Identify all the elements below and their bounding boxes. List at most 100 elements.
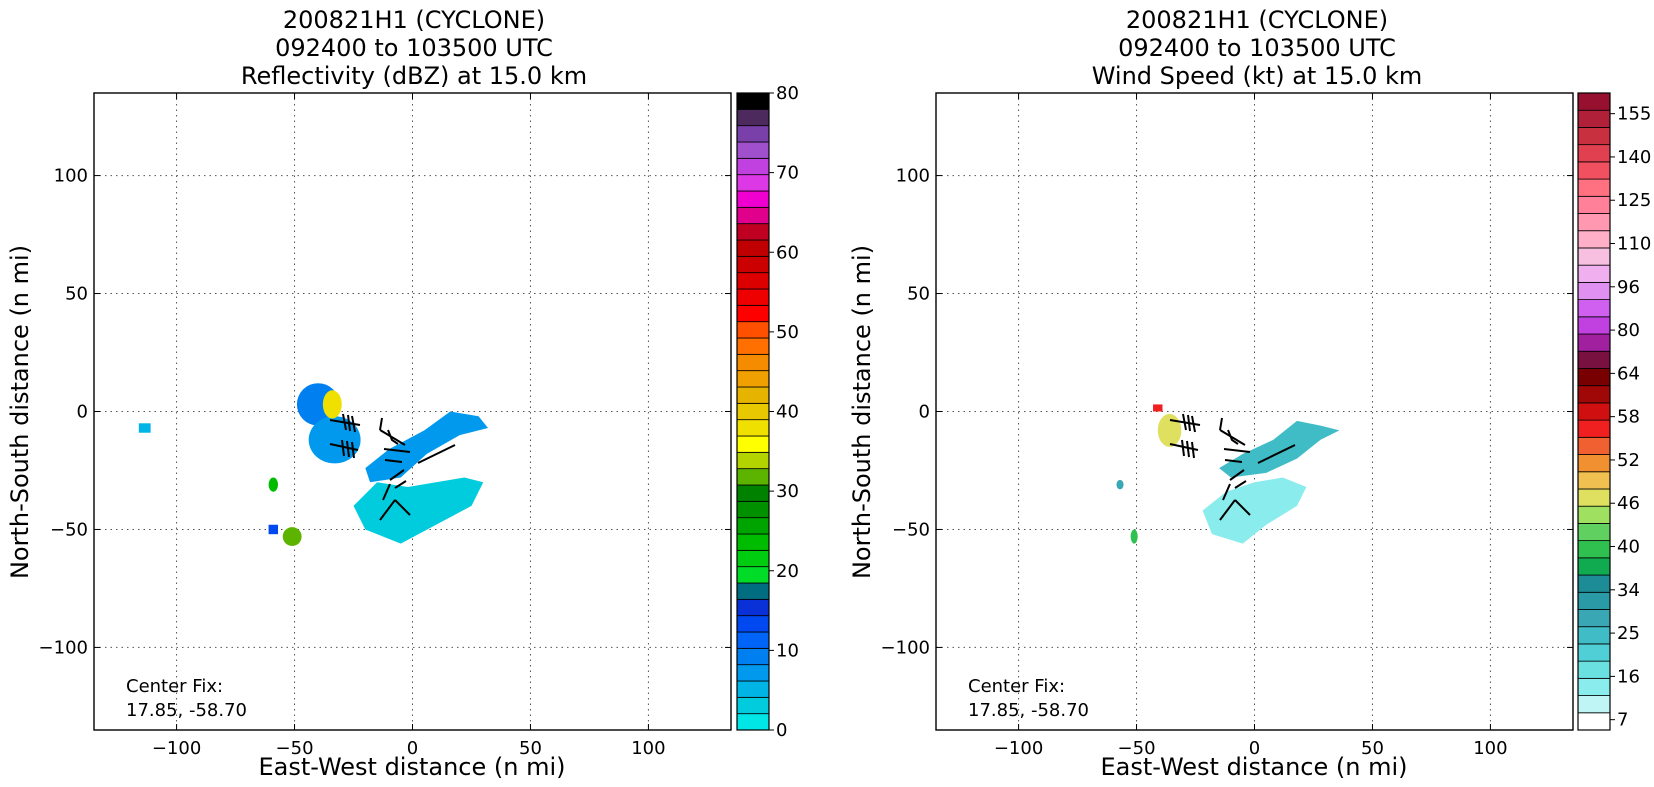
colorbar-tick-label: 64 — [1617, 363, 1640, 384]
colorbar-segment — [1577, 127, 1611, 146]
colorbar-tick-label: 70 — [776, 163, 799, 184]
grid — [94, 93, 731, 730]
x-tick-label: 100 — [631, 738, 665, 759]
colorbar-segment — [736, 435, 770, 453]
colorbar-tick-label: 155 — [1617, 104, 1651, 125]
colorbar-segment — [736, 206, 770, 225]
colorbar-tick-label: 0 — [776, 720, 787, 741]
wind-barb — [379, 499, 411, 521]
wind-speed-panel: 200821H1 (CYCLONE) 092400 to 103500 UTC … — [848, 6, 1651, 781]
colorbar-segment — [736, 598, 770, 617]
colorbar-tick-label: 46 — [1617, 493, 1640, 514]
colorbar-segment — [1577, 368, 1611, 387]
colorbar-tick-label: 7 — [1617, 710, 1628, 731]
wind-barb — [329, 439, 359, 459]
colorbar-segment — [1577, 333, 1611, 352]
colorbar-segment — [736, 566, 770, 584]
colorbar-frame — [1577, 92, 1611, 731]
y-axis-label: North-South distance (n mi) — [848, 245, 876, 579]
colorbar-segment — [736, 353, 770, 372]
x-tick-label: −100 — [152, 738, 201, 759]
colorbar-segment — [1577, 540, 1611, 559]
colorbar-segment — [736, 615, 770, 633]
colorbar-segment — [736, 402, 770, 421]
colorbar-segment — [1577, 281, 1611, 300]
data-region — [1130, 529, 1138, 544]
colorbar-segment — [736, 108, 770, 127]
x-axis-label: East-West distance (n mi) — [258, 753, 565, 781]
colorbar-tick-label: 80 — [1617, 320, 1640, 341]
colorbar-tick-label: 125 — [1617, 190, 1651, 211]
colorbar-segment — [736, 500, 770, 519]
plot-frame — [93, 92, 732, 731]
colorbar-segment — [1577, 419, 1611, 438]
data-regions — [138, 383, 488, 546]
colorbar-tick-label: 60 — [776, 242, 799, 263]
colorbar-segment — [1577, 161, 1611, 180]
colorbar-segment — [736, 484, 770, 502]
wind-barbs — [1169, 413, 1296, 521]
colorbar-segment — [736, 451, 770, 470]
chart-title-line-1: 200821H1 (CYCLONE) — [1126, 6, 1388, 34]
center-fix-value: 17.85, -58.70 — [968, 700, 1089, 721]
wind-barb — [1169, 439, 1199, 459]
colorbar-segment — [736, 337, 770, 355]
colorbar-segment — [1577, 505, 1611, 524]
colorbar-segment — [736, 239, 770, 257]
y-tick-label: 50 — [65, 284, 88, 305]
colorbar-segment — [736, 533, 770, 551]
colorbar-segment — [1577, 643, 1611, 662]
colorbar-segment — [1577, 230, 1611, 249]
wind-barbs — [329, 413, 456, 521]
colorbar-segment — [1577, 609, 1611, 628]
y-axis-ticks: −100 −50 0 50 100 — [39, 166, 731, 658]
colorbar-segment — [1577, 471, 1611, 490]
wind-barb — [382, 469, 407, 501]
colorbar-tick-label: 16 — [1617, 666, 1640, 687]
data-region — [282, 527, 302, 546]
colorbar-segment — [736, 517, 770, 535]
colorbar-segment — [1577, 695, 1611, 714]
colorbar-tick-label: 40 — [1617, 537, 1640, 558]
y-tick-label: −100 — [39, 637, 88, 658]
wind-barb — [1223, 448, 1251, 463]
colorbar-tick-label: 20 — [776, 561, 799, 582]
x-tick-label: 100 — [1473, 738, 1507, 759]
chart-title-line-1: 200821H1 (CYCLONE) — [283, 6, 545, 34]
x-axis-ticks: −100 −50 0 50 100 — [152, 93, 666, 759]
colorbar-segment — [1577, 385, 1611, 404]
x-tick-label: −50 — [276, 738, 314, 759]
colorbar-segment — [1577, 626, 1611, 645]
x-tick-label: 50 — [1361, 738, 1384, 759]
colorbar-tick-label: 110 — [1617, 234, 1651, 255]
colorbar-segment — [1577, 92, 1611, 111]
colorbar-segment — [736, 549, 770, 568]
x-tick-label: −50 — [1118, 738, 1156, 759]
colorbar-segment — [736, 141, 770, 159]
colorbar-segment — [736, 304, 770, 323]
colorbar-segment — [1577, 264, 1611, 283]
colorbar-segment — [1577, 247, 1611, 266]
colorbar-segment — [736, 190, 770, 208]
wind-barb — [383, 448, 411, 463]
y-tick-label: 0 — [77, 402, 88, 423]
x-tick-label: −100 — [994, 738, 1043, 759]
colorbar-segment — [1577, 712, 1611, 731]
data-region — [138, 423, 151, 433]
data-region — [268, 477, 279, 492]
center-fix-label: Center Fix: — [968, 676, 1065, 697]
colorbar-segment — [736, 582, 770, 600]
colorbar-segment — [1577, 109, 1611, 128]
colorbar-segment — [736, 419, 770, 437]
x-tick-label: 50 — [519, 738, 542, 759]
x-axis-label: East-West distance (n mi) — [1100, 753, 1407, 781]
colorbar-segment — [736, 288, 770, 306]
colorbar-segment — [736, 713, 770, 731]
wind-barb — [1257, 444, 1296, 464]
x-tick-label: 0 — [407, 738, 418, 759]
wind-barb — [1169, 413, 1201, 433]
x-axis-ticks: −100 −50 0 50 100 — [994, 93, 1508, 759]
y-tick-label: 100 — [54, 166, 88, 187]
center-fix-value: 17.85, -58.70 — [126, 700, 247, 721]
